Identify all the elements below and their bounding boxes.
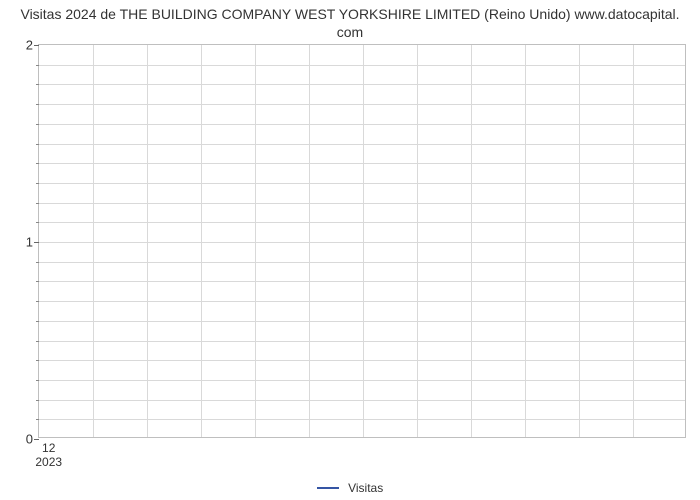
y-minor-tick [36, 360, 39, 361]
y-minor-tick [36, 222, 39, 223]
y-minor-tick [36, 65, 39, 66]
y-minor-tick [36, 144, 39, 145]
grid-v [255, 45, 256, 437]
y-minor-tick [36, 380, 39, 381]
grid-h-minor [39, 163, 685, 164]
legend-label: Visitas [348, 481, 383, 495]
y-minor-tick [36, 163, 39, 164]
y-tick-label: 2 [26, 38, 33, 53]
y-tick-mark [34, 439, 39, 440]
y-tick-label: 0 [26, 432, 33, 447]
grid-h-minor [39, 124, 685, 125]
grid-v [93, 45, 94, 437]
y-minor-tick [36, 400, 39, 401]
y-minor-tick [36, 262, 39, 263]
grid-v [147, 45, 148, 437]
x-tick-bottom: 2023 [35, 455, 62, 469]
grid-v [363, 45, 364, 437]
grid-h-minor [39, 183, 685, 184]
y-minor-tick [36, 124, 39, 125]
plot-area: 012122023 [38, 44, 686, 438]
grid-v [417, 45, 418, 437]
y-tick-label: 1 [26, 235, 33, 250]
grid-v [201, 45, 202, 437]
chart-container: Visitas 2024 de THE BUILDING COMPANY WES… [0, 0, 700, 500]
grid-h-minor [39, 203, 685, 204]
grid-v [309, 45, 310, 437]
grid-h-minor [39, 321, 685, 322]
grid-h-minor [39, 360, 685, 361]
y-minor-tick [36, 341, 39, 342]
y-minor-tick [36, 104, 39, 105]
y-minor-tick [36, 183, 39, 184]
y-minor-tick [36, 321, 39, 322]
y-tick-mark [34, 45, 39, 46]
grid-h-minor [39, 281, 685, 282]
grid-h-minor [39, 65, 685, 66]
grid-h-minor [39, 380, 685, 381]
legend-swatch [317, 487, 339, 489]
grid-h-minor [39, 222, 685, 223]
x-tick-top: 12 [42, 441, 55, 455]
grid-v [579, 45, 580, 437]
chart-title-line2: com [337, 24, 363, 40]
y-minor-tick [36, 419, 39, 420]
y-minor-tick [36, 203, 39, 204]
grid-v [525, 45, 526, 437]
x-tick-label: 122023 [35, 441, 62, 469]
legend: Visitas [0, 480, 700, 495]
grid-h-minor [39, 84, 685, 85]
grid-h-minor [39, 301, 685, 302]
chart-title: Visitas 2024 de THE BUILDING COMPANY WES… [0, 6, 700, 41]
grid-h-minor [39, 262, 685, 263]
grid-h-minor [39, 400, 685, 401]
y-tick-mark [34, 242, 39, 243]
grid-v [471, 45, 472, 437]
grid-h-major [39, 144, 685, 145]
grid-v [633, 45, 634, 437]
y-minor-tick [36, 84, 39, 85]
y-minor-tick [36, 281, 39, 282]
grid-h-minor [39, 419, 685, 420]
y-minor-tick [36, 301, 39, 302]
grid-h-minor [39, 104, 685, 105]
grid-h-major [39, 242, 685, 243]
grid-h-major [39, 341, 685, 342]
chart-title-line1: Visitas 2024 de THE BUILDING COMPANY WES… [20, 6, 679, 22]
